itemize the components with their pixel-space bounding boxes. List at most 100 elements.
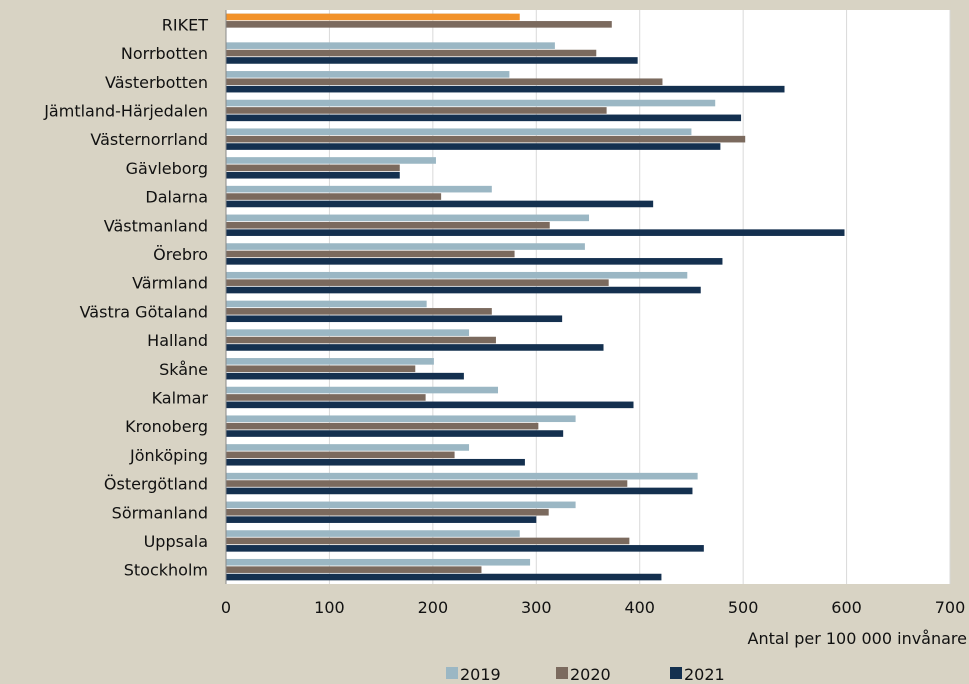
category-label: Halland	[147, 331, 208, 350]
bar-2019	[226, 71, 510, 78]
category-label: RIKET	[162, 15, 208, 34]
bar-2021	[226, 143, 721, 150]
bar-2019	[226, 42, 555, 49]
bar-2020	[226, 422, 539, 430]
category-label: Stockholm	[124, 561, 208, 580]
category-label: Örebro	[153, 245, 208, 264]
bar-2020	[226, 250, 515, 258]
bar-2019	[226, 472, 698, 480]
legend: 2019 2020 2021	[446, 665, 725, 684]
bar-2020	[226, 308, 492, 315]
category-label: Västmanland	[104, 216, 208, 235]
category-label: Skåne	[159, 360, 208, 379]
x-tick-label: 400	[624, 598, 655, 617]
plot-area	[226, 10, 950, 584]
bar-2020	[226, 135, 746, 143]
bar-2019	[226, 329, 470, 336]
bar-2021	[226, 516, 537, 523]
bar-2020	[226, 537, 630, 545]
bar-2021	[226, 286, 701, 294]
category-label: Dalarna	[145, 188, 208, 207]
bar-2020	[226, 566, 482, 573]
bar-2019	[226, 386, 499, 394]
category-label: Uppsala	[144, 532, 208, 551]
bar-2021	[226, 315, 563, 323]
x-tick-label: 200	[418, 598, 449, 617]
bar-2020	[226, 508, 549, 516]
category-labels: RIKET Norrbotten Västerbotten Jämtland-Härj…	[43, 15, 208, 579]
bar-2021	[226, 458, 525, 466]
bars	[226, 13, 845, 581]
bar-2019	[226, 99, 716, 107]
bar-2021	[226, 200, 654, 208]
bar-2019	[226, 157, 436, 164]
category-label: Västerbotten	[105, 73, 208, 92]
bar-2019	[226, 358, 434, 365]
bar-2020	[226, 164, 400, 172]
legend-swatch-2020	[556, 667, 568, 679]
bar-2019	[226, 444, 470, 451]
category-label: Kronoberg	[125, 417, 208, 436]
bar-2021	[226, 229, 845, 236]
legend-label: 2020	[570, 665, 611, 684]
legend-swatch-2021	[670, 667, 682, 679]
bar-2021	[226, 545, 704, 552]
bar-2021	[226, 114, 742, 122]
bar-2020	[226, 365, 416, 373]
category-label: Jönköping	[129, 446, 208, 465]
bar-2021	[226, 372, 464, 380]
category-label: Jämtland-Härjedalen	[43, 101, 208, 120]
bar-2021	[226, 344, 604, 351]
bar-2021	[226, 487, 693, 495]
bar-2021	[226, 401, 634, 409]
bar-2019	[226, 243, 585, 250]
bar-2021	[226, 430, 564, 437]
bar-2019	[226, 501, 576, 509]
bar-2019	[226, 185, 492, 193]
bar-2021	[226, 573, 662, 581]
bar-2020	[226, 107, 607, 114]
category-label: Sörmanland	[112, 503, 208, 522]
legend-swatch-2019	[446, 667, 458, 679]
legend-label: 2019	[460, 665, 501, 684]
bar-2019	[226, 214, 590, 222]
category-label: Värmland	[132, 274, 208, 293]
category-label: Norrbotten	[121, 44, 208, 63]
bar-2019	[226, 128, 692, 136]
bar-2021	[226, 171, 400, 179]
bar-2020	[226, 451, 455, 459]
bar-2020	[226, 78, 663, 86]
x-tick-label: 500	[728, 598, 759, 617]
x-tick-label: 100	[314, 598, 345, 617]
legend-label: 2021	[684, 665, 725, 684]
bar-2020	[226, 394, 426, 401]
bar-2020	[226, 279, 609, 286]
bar-2020	[226, 49, 597, 57]
category-label: Gävleborg	[126, 159, 208, 178]
category-label: Västra Götaland	[80, 302, 208, 321]
bar-2021	[226, 258, 723, 265]
bar-riket-highlight	[226, 13, 520, 21]
category-label: Östergötland	[104, 475, 208, 494]
bar-2020	[226, 221, 550, 229]
bar-2019	[226, 415, 576, 423]
bar-2020	[226, 480, 628, 487]
bar-2020	[226, 336, 496, 344]
bar-2021	[226, 57, 638, 64]
x-tick-label: 0	[221, 598, 231, 617]
category-label: Kalmar	[152, 388, 209, 407]
category-label: Västernorrland	[90, 130, 208, 149]
x-tick-label: 700	[935, 598, 966, 617]
bar-2020	[226, 193, 442, 200]
x-tick-label: 300	[521, 598, 552, 617]
bar-2021	[226, 85, 785, 93]
x-axis-title: Antal per 100 000 invånare	[748, 629, 967, 648]
bar-2019	[226, 271, 688, 279]
bar-2019	[226, 558, 531, 566]
bar-2019	[226, 300, 427, 308]
x-tick-label: 600	[831, 598, 862, 617]
bar-2019	[226, 530, 520, 537]
bar-2020	[226, 21, 612, 28]
